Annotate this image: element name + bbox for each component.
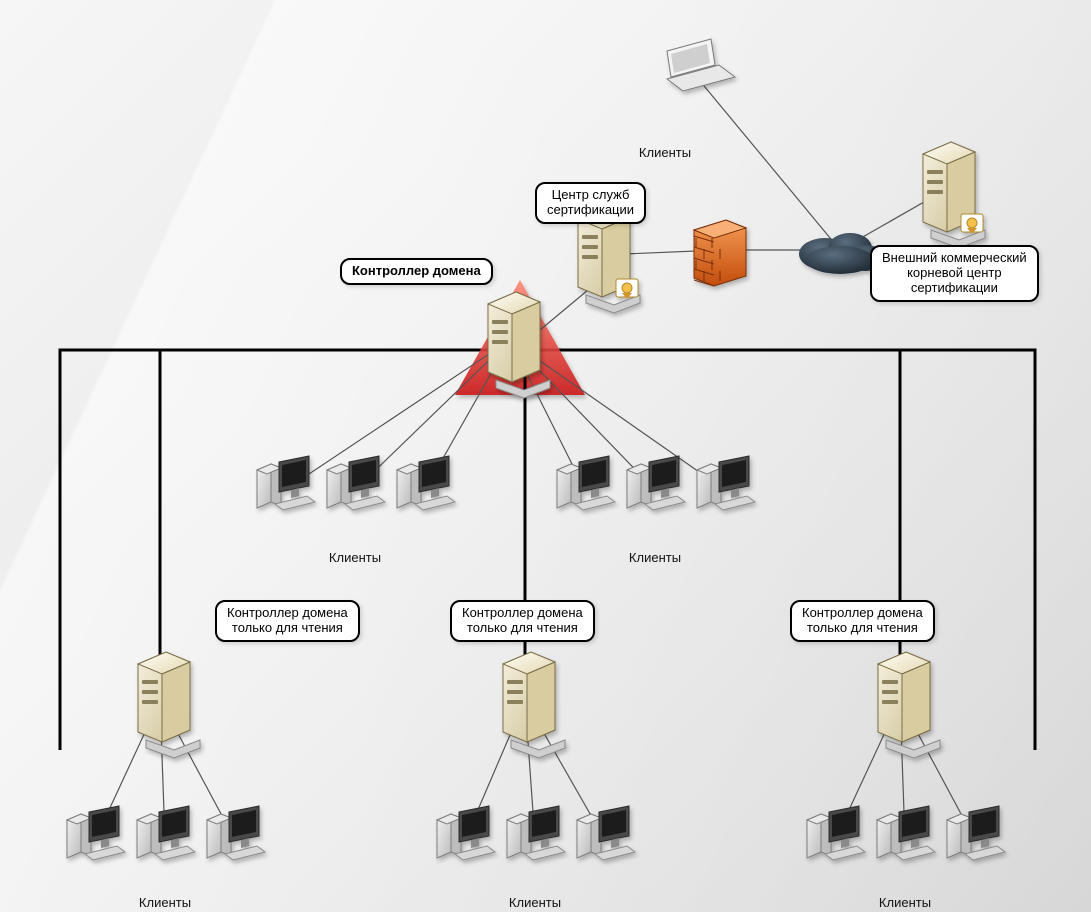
workstation-icon [557, 456, 615, 510]
label-box: Внешний коммерческийкорневой центрсертиф… [870, 245, 1039, 302]
network-diagram [0, 0, 1091, 912]
workstation-icon [67, 806, 125, 860]
label-box: Контроллер доменатолько для чтения [215, 600, 360, 642]
workstation-icon [327, 456, 385, 510]
firewall-icon [694, 220, 746, 286]
label-box: Контроллер доменатолько для чтения [790, 600, 935, 642]
workstation-icon [577, 806, 635, 860]
workstation-icon [397, 456, 455, 510]
workstation-icon [947, 806, 1005, 860]
workstation-icon [437, 806, 495, 860]
server-cert-icon [923, 142, 985, 248]
caption: Клиенты [879, 895, 931, 910]
laptop-icon [667, 39, 735, 91]
server-icon [503, 652, 565, 758]
label-box: Контроллер домена [340, 258, 493, 285]
server-icon [878, 652, 940, 758]
workstation-icon [627, 456, 685, 510]
workstation-icon [807, 806, 865, 860]
workstation-icon [697, 456, 755, 510]
edge [285, 340, 510, 490]
workstation-icon [257, 456, 315, 510]
label-box: Контроллер доменатолько для чтения [450, 600, 595, 642]
caption: Клиенты [629, 550, 681, 565]
server-icon [138, 652, 200, 758]
workstation-icon [877, 806, 935, 860]
workstation-icon [207, 806, 265, 860]
workstation-icon [507, 806, 565, 860]
caption: Клиенты [509, 895, 561, 910]
caption: Клиенты [139, 895, 191, 910]
workstation-icon [137, 806, 195, 860]
caption: Клиенты [329, 550, 381, 565]
caption: Клиенты [639, 145, 691, 160]
label-box: Центр службсертификации [535, 182, 646, 224]
edge [510, 340, 725, 490]
